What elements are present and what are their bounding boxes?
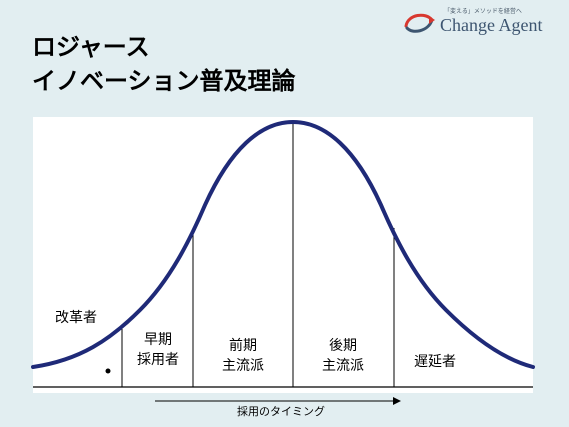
label-early-majority: 前期 主流派 (222, 338, 264, 374)
label-innovators: 改革者 (55, 310, 97, 326)
page-title: ロジャース イノベーション普及理論 (32, 30, 296, 98)
innovator-marker (105, 368, 111, 374)
company-logo: 「変える」メソッドを経営へ Change Agent (402, 6, 562, 40)
label-laggards: 遅延者 (414, 354, 456, 370)
logo-tagline: 「変える」メソッドを経営へ (444, 8, 522, 15)
swirl-logo-icon (404, 13, 435, 33)
timing-axis-caption: 採用のタイミング (237, 405, 325, 418)
diffusion-diagram (33, 117, 533, 393)
bell-curve-line (31, 119, 535, 369)
label-early-adopters: 早期 採用者 (137, 332, 179, 368)
timing-arrow-head (393, 397, 401, 405)
logo-name: Change Agent (440, 15, 543, 35)
title-line-1: ロジャース (32, 33, 150, 61)
label-late-majority: 後期 主流派 (322, 338, 364, 374)
title-line-2: イノベーション普及理論 (32, 67, 296, 95)
